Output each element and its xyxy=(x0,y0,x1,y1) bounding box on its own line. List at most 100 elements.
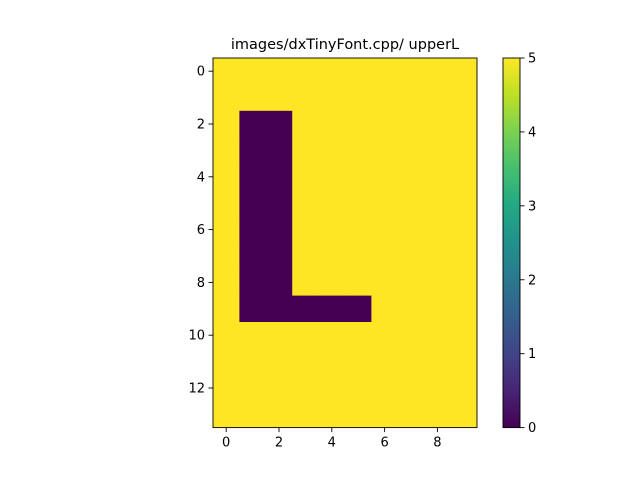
heatmap-cell xyxy=(424,374,451,402)
heatmap-cell xyxy=(318,322,346,349)
heatmap-cell xyxy=(213,401,240,428)
x-axis: 0 2 4 6 8 xyxy=(222,427,442,451)
heatmap-cell xyxy=(450,163,478,191)
heatmap-cell xyxy=(371,322,399,349)
heatmap-cell xyxy=(397,401,425,428)
heatmap-cell xyxy=(239,295,267,323)
heatmap-cell xyxy=(371,295,399,323)
heatmap-cell xyxy=(318,374,346,402)
heatmap-cell xyxy=(371,269,399,296)
heatmap-cell xyxy=(239,58,267,85)
heatmap-cell xyxy=(239,163,267,191)
heatmap-cell xyxy=(345,84,372,112)
heatmap-cell xyxy=(424,295,451,323)
heatmap-cell xyxy=(345,269,372,296)
heatmap-cell xyxy=(345,137,372,164)
heatmap-cell xyxy=(213,269,240,296)
heatmap-cell xyxy=(213,190,240,217)
heatmap-cell xyxy=(318,137,346,164)
heatmap-cell xyxy=(424,110,451,138)
heatmap-cell xyxy=(450,401,478,428)
heatmap-cell xyxy=(345,401,372,428)
heatmap-cell xyxy=(397,269,425,296)
heatmap-cell xyxy=(213,137,240,164)
heatmap-cell xyxy=(450,242,478,270)
heatmap-cell xyxy=(345,348,372,376)
heatmap-cell xyxy=(424,190,451,217)
heatmap-cell xyxy=(450,295,478,323)
heatmap-cell xyxy=(424,242,451,270)
heatmap-cell xyxy=(450,137,478,164)
heatmap-cell xyxy=(265,269,293,296)
heatmap-cell xyxy=(318,295,346,323)
x-tick-label: 8 xyxy=(433,436,441,451)
heatmap-cell xyxy=(397,58,425,85)
heatmap-cell xyxy=(213,295,240,323)
heatmap-cell xyxy=(450,269,478,296)
heatmap-cell xyxy=(213,84,240,112)
heatmap-cell xyxy=(318,190,346,217)
heatmap-cell xyxy=(424,216,451,244)
heatmap-cell xyxy=(345,110,372,138)
heatmap-cell xyxy=(450,348,478,376)
heatmap-cell xyxy=(397,322,425,349)
x-tick-label: 4 xyxy=(328,436,336,451)
x-tick-label: 0 xyxy=(222,436,230,451)
colorbar-frame xyxy=(502,57,521,429)
heatmap-cell xyxy=(424,269,451,296)
y-tick-label: 12 xyxy=(188,382,205,397)
heatmap-cell xyxy=(371,242,399,270)
heatmap-cell xyxy=(450,322,478,349)
heatmap-cell xyxy=(239,348,267,376)
heatmap-cell xyxy=(292,242,319,270)
x-tick-label: 2 xyxy=(275,436,283,451)
heatmap-cell xyxy=(213,374,240,402)
y-tick-label: 6 xyxy=(197,223,205,238)
heatmap-cell xyxy=(318,401,346,428)
heatmap-cell xyxy=(292,137,319,164)
heatmap-cell xyxy=(213,163,240,191)
y-tick-label: 4 xyxy=(197,170,205,185)
heatmap-cell xyxy=(213,242,240,270)
colorbar-tick-label: 2 xyxy=(528,273,536,288)
x-tick-label: 6 xyxy=(380,436,388,451)
colorbar-tick-label: 5 xyxy=(528,52,536,67)
heatmap-cell xyxy=(397,295,425,323)
heatmap-cell xyxy=(397,216,425,244)
heatmap-cell xyxy=(213,110,240,138)
heatmap-cell xyxy=(397,84,425,112)
heatmap-cell xyxy=(450,374,478,402)
heatmap-cell xyxy=(345,58,372,85)
heatmap-cell xyxy=(318,216,346,244)
heatmap-cell xyxy=(292,374,319,402)
heatmap-cell xyxy=(345,216,372,244)
heatmap-cell xyxy=(371,348,399,376)
heatmap-cell xyxy=(424,58,451,85)
heatmap-cell xyxy=(397,348,425,376)
heatmap-cell xyxy=(292,110,319,138)
colorbar-tick-label: 1 xyxy=(528,347,536,362)
heatmap-cell xyxy=(371,163,399,191)
heatmap-cell xyxy=(239,401,267,428)
heatmap-cell xyxy=(318,163,346,191)
heatmap-cell xyxy=(265,163,293,191)
heatmap-cell xyxy=(371,190,399,217)
heatmap-cell xyxy=(265,242,293,270)
heatmap-cell xyxy=(265,401,293,428)
colorbar-tick-label: 3 xyxy=(528,199,536,214)
heatmap-cell xyxy=(345,322,372,349)
y-axis: 0 2 4 6 8 10 12 xyxy=(188,65,213,397)
y-tick-label: 8 xyxy=(197,276,205,291)
chart-title: images/dxTinyFont.cpp/ upperL xyxy=(231,37,459,53)
heatmap-cell xyxy=(424,137,451,164)
heatmap-cell xyxy=(292,190,319,217)
heatmap-cell xyxy=(239,322,267,349)
heatmap-cell xyxy=(292,322,319,349)
heatmap-cells xyxy=(213,58,478,428)
colorbar-tick-label: 4 xyxy=(528,125,536,140)
heatmap-cell xyxy=(318,348,346,376)
heatmap-cell xyxy=(292,58,319,85)
heatmap-cell xyxy=(318,269,346,296)
